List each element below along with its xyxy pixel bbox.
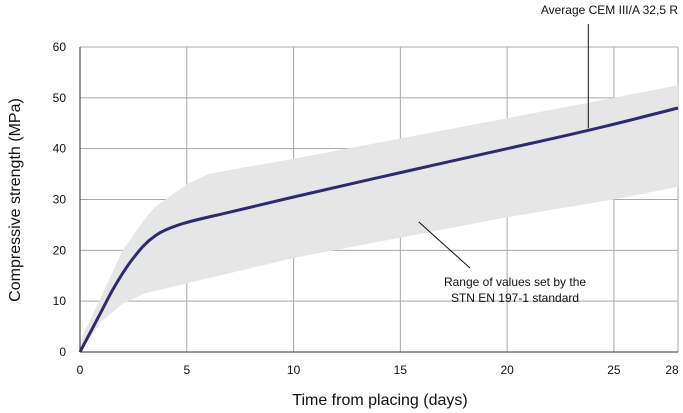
- x-tick-label: 20: [500, 363, 514, 377]
- range-callout-label-line1: Range of values set by the: [444, 275, 586, 289]
- y-tick-label: 60: [53, 40, 67, 54]
- average-strength-line: [78, 106, 679, 353]
- average-callout-label: Average CEM III/A 32,5 R: [541, 3, 679, 17]
- annotations: Average CEM III/A 32,5 R Range of values…: [418, 3, 679, 305]
- y-tick-labels: 0 10 20 30 40 50 60: [53, 40, 67, 359]
- x-tick-label: 25: [607, 363, 621, 377]
- x-tick-label: 10: [287, 363, 301, 377]
- range-callout-leader: [418, 221, 471, 269]
- y-axis-title: Compressive strength (MPa): [7, 98, 24, 302]
- x-tick-label: 5: [183, 363, 190, 377]
- x-tick-label: 0: [77, 363, 84, 377]
- y-tick-label: 50: [53, 91, 67, 105]
- y-tick-label: 10: [53, 294, 67, 308]
- x-tick-label: 28: [665, 363, 679, 377]
- x-tick-label: 15: [394, 363, 408, 377]
- y-tick-label: 30: [53, 193, 67, 207]
- x-axis-title: Time from placing (days): [292, 392, 467, 409]
- axis-lines: [79, 47, 678, 353]
- x-tick-labels: 0 5 10 15 20 25 28: [77, 363, 679, 377]
- standard-range-band: [80, 85, 678, 352]
- y-tick-label: 20: [53, 243, 67, 257]
- range-callout-label-line2: STN EN 197-1 standard: [451, 291, 579, 305]
- y-tick-label: 0: [59, 345, 66, 359]
- y-tick-label: 40: [53, 142, 67, 156]
